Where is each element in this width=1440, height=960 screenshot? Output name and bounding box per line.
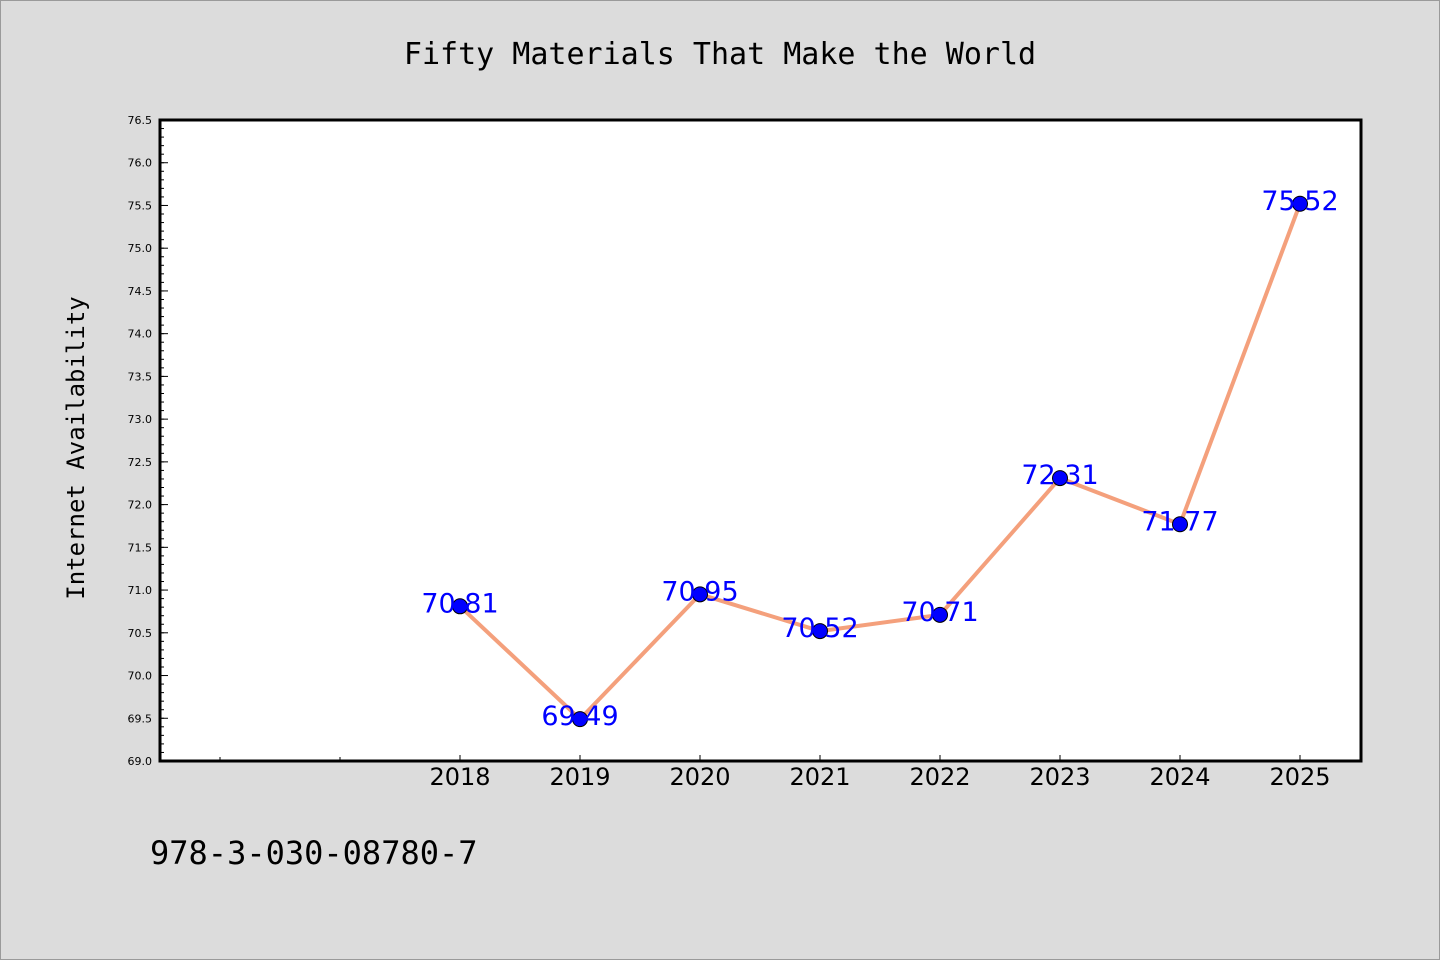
x-tick-label: 2025 (1269, 763, 1330, 791)
plot-area (158, 118, 1363, 763)
y-tick-label: 72.0 (128, 499, 153, 512)
data-label: 70.71 (901, 597, 978, 628)
y-tick-label: 74.5 (128, 285, 153, 298)
series-line (458, 201, 1302, 722)
y-tick-label: 69.0 (128, 755, 153, 768)
data-label: 70.52 (781, 613, 858, 644)
x-axis: 2018 2019 2020 2021 2022 2023 2024 2025 (219, 755, 1331, 791)
y-tick-label: 70.0 (128, 670, 153, 683)
data-label: 75.52 (1261, 186, 1338, 217)
y-tick-label: 69.5 (128, 712, 153, 725)
data-point (452, 598, 468, 615)
x-tick-label: 2020 (669, 763, 730, 791)
y-tick-label: 73.5 (128, 370, 153, 383)
y-axis-label: Internet Availability (62, 296, 90, 599)
data-point (692, 586, 708, 603)
y-tick-label: 71.5 (128, 541, 153, 554)
data-label: 70.95 (661, 576, 738, 607)
y-tick-label: 73.0 (128, 413, 153, 426)
x-tick-label: 2021 (789, 763, 850, 791)
y-tick-label: 71.0 (128, 584, 153, 597)
data-label-group: 70.81 69.49 70.95 70.52 70.71 72.31 71.77 75.52 (421, 186, 1338, 732)
data-label: 69.49 (541, 701, 618, 732)
data-point (572, 711, 588, 728)
data-point (1172, 516, 1188, 533)
y-tick-label: 76.0 (128, 157, 153, 170)
y-axis: 69.0 69.5 70.0 70.5 71.0 71.5 72.0 72.5 73.0 73.5… (128, 114, 168, 768)
y-tick-label: 70.5 (128, 627, 153, 640)
data-point (932, 606, 948, 623)
y-tick-label: 72.5 (128, 456, 153, 469)
y-tick-label: 75.0 (128, 242, 153, 255)
x-tick-label: 2024 (1149, 763, 1210, 791)
x-tick-label: 2022 (909, 763, 970, 791)
chart-title: Fifty Materials That Make the World (404, 37, 1036, 72)
y-tick-label: 76.5 (128, 114, 153, 127)
data-point (812, 623, 828, 640)
data-point (1052, 470, 1068, 487)
series-line-group (452, 195, 1308, 728)
isbn-footnote: 978-3-030-08780-7 (150, 834, 478, 872)
data-point (1292, 195, 1308, 212)
y-tick-label: 74.0 (128, 328, 153, 341)
y-tick-label: 75.5 (128, 199, 153, 212)
data-label: 72.31 (1021, 460, 1098, 491)
data-label: 70.81 (421, 588, 498, 619)
x-tick-label: 2019 (549, 763, 610, 791)
x-tick-label: 2018 (429, 763, 490, 791)
data-label: 71.77 (1141, 506, 1218, 537)
x-tick-label: 2023 (1029, 763, 1090, 791)
